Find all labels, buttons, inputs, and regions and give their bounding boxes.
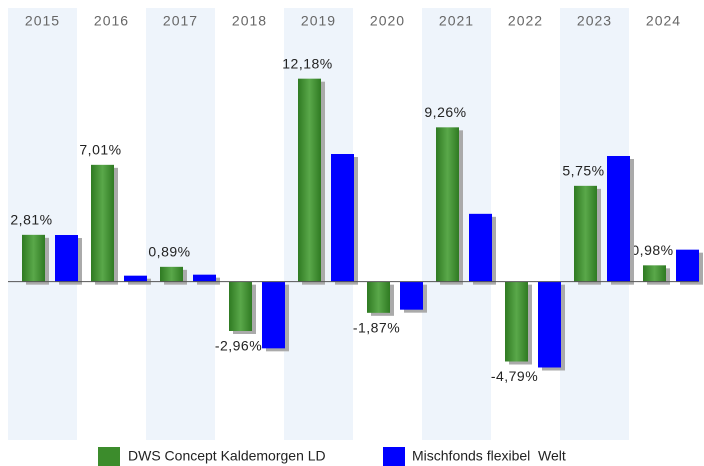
data-label: -4,79% — [491, 368, 538, 384]
x-tick-label: 2015 — [25, 13, 60, 29]
x-tick-label: 2022 — [508, 13, 543, 29]
x-tick-label: 2017 — [163, 13, 198, 29]
data-label: -1,87% — [353, 320, 400, 336]
bar — [676, 249, 699, 282]
bar — [193, 274, 216, 282]
bar — [400, 281, 423, 310]
bar — [55, 235, 78, 282]
data-label: 12,18% — [282, 55, 332, 71]
bar — [262, 281, 285, 349]
data-label: 0,98% — [631, 242, 673, 258]
data-label: 9,26% — [424, 104, 466, 120]
bar — [331, 154, 354, 282]
bar — [643, 265, 666, 282]
band — [8, 8, 77, 440]
bar — [367, 281, 390, 313]
bar — [607, 156, 630, 282]
legend-swatch — [383, 447, 405, 466]
bar — [538, 281, 561, 368]
data-label: -2,96% — [215, 338, 262, 354]
data-label: 5,75% — [562, 163, 604, 179]
data-label: 7,01% — [79, 142, 121, 158]
bar — [469, 213, 492, 282]
bar — [298, 78, 321, 282]
bar — [574, 185, 597, 282]
x-tick-label: 2016 — [94, 13, 129, 29]
bar — [91, 164, 114, 282]
legend-swatch — [98, 447, 120, 466]
x-tick-label: 2024 — [646, 13, 681, 29]
bar — [436, 127, 459, 282]
bar — [505, 281, 528, 362]
bar — [229, 281, 252, 331]
x-tick-label: 2019 — [301, 13, 336, 29]
x-tick-label: 2020 — [370, 13, 405, 29]
data-label: 0,89% — [148, 244, 190, 260]
legend-label: Mischfonds flexibel Welt — [412, 448, 566, 464]
bar — [124, 275, 147, 282]
legend: DWS Concept Kaldemorgen LD Mischfonds fl… — [98, 447, 566, 466]
bar — [22, 234, 45, 282]
legend-label: DWS Concept Kaldemorgen LD — [128, 448, 326, 464]
x-tick-label: 2018 — [232, 13, 267, 29]
data-label: 2,81% — [10, 212, 52, 228]
bar — [160, 266, 183, 282]
x-tick-label: 2021 — [439, 13, 474, 29]
band — [146, 8, 215, 440]
x-tick-label: 2023 — [577, 13, 612, 29]
